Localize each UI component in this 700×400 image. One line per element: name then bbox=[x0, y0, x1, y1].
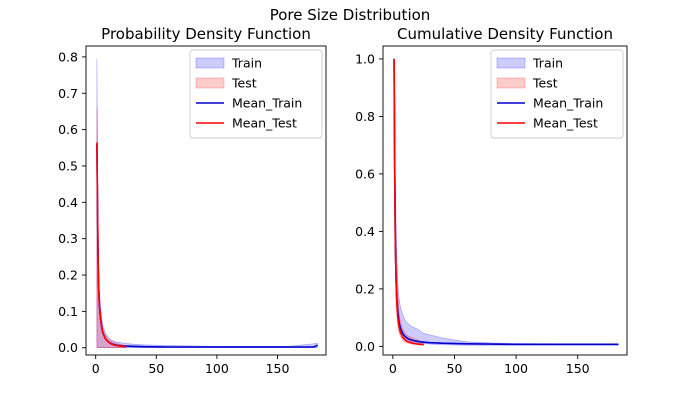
figure-suptitle: Pore Size Distribution bbox=[270, 6, 431, 24]
pdf-title: Probability Density Function bbox=[101, 25, 311, 43]
pdf-xtick-label: 100 bbox=[205, 361, 229, 376]
pdf-ytick-label: 0.2 bbox=[58, 268, 78, 283]
pdf-band-train bbox=[96, 58, 318, 349]
cdf-ytick-label: 0.6 bbox=[355, 166, 375, 181]
pdf-line-mean-train bbox=[96, 144, 318, 348]
pdf-legend-box bbox=[189, 49, 323, 139]
pdf-legend-label-train: Train bbox=[231, 56, 262, 71]
pdf-legend-label-test: Test bbox=[231, 76, 257, 91]
pdf-ytick-label: 0.8 bbox=[58, 49, 78, 64]
pdf-panel: Probability Density Function 0 50 100 150 0.0… bbox=[58, 25, 327, 376]
pdf-ytick-label: 0.0 bbox=[58, 340, 78, 355]
pdf-legend-swatch-test bbox=[195, 77, 225, 89]
cdf-panel: Cumulative Density Function 0 50 100 150 0.0 0… bbox=[355, 25, 628, 376]
cdf-axes-frame bbox=[382, 45, 628, 356]
pdf-legend: Train Test Mean_Train Mean_Test bbox=[189, 49, 323, 139]
pdf-xtick-label: 150 bbox=[266, 361, 290, 376]
cdf-ytick-label: 0.2 bbox=[355, 281, 375, 296]
cdf-legend-label-test: Test bbox=[532, 76, 558, 91]
cdf-legend-label-mean-train: Mean_Train bbox=[533, 96, 603, 111]
cdf-legend-swatch-test bbox=[496, 77, 526, 89]
pdf-ytick-label: 0.5 bbox=[58, 158, 78, 173]
pdf-legend-label-mean-test: Mean_Test bbox=[232, 116, 297, 131]
pdf-legend-label-mean-train: Mean_Train bbox=[232, 96, 302, 111]
cdf-ytick-label: 0.0 bbox=[355, 339, 375, 354]
cdf-legend-label-mean-test: Mean_Test bbox=[533, 116, 598, 131]
cdf-xtick-label: 0 bbox=[389, 361, 397, 376]
cdf-title: Cumulative Density Function bbox=[397, 25, 613, 43]
cdf-ytick-label: 1.0 bbox=[355, 51, 375, 66]
pdf-line-mean-test bbox=[96, 142, 127, 348]
cdf-ytick-label: 0.8 bbox=[355, 109, 375, 124]
cdf-xtick-label: 150 bbox=[566, 361, 590, 376]
cdf-ytick-label: 0.4 bbox=[355, 224, 375, 239]
pdf-axes-frame bbox=[85, 45, 327, 356]
cdf-xtick-label: 50 bbox=[447, 361, 463, 376]
pdf-ytick-label: 0.6 bbox=[58, 122, 78, 137]
cdf-band-test bbox=[393, 58, 424, 346]
pdf-xtick-label: 0 bbox=[92, 361, 100, 376]
pdf-ytick-label: 0.4 bbox=[58, 195, 78, 210]
cdf-legend-swatch-train bbox=[496, 57, 526, 69]
cdf-legend-label-train: Train bbox=[532, 56, 563, 71]
pdf-ytick-label: 0.7 bbox=[58, 86, 78, 101]
cdf-line-mean-test bbox=[393, 58, 424, 346]
cdf-legend: Train Test Mean_Train Mean_Test bbox=[490, 49, 624, 139]
pdf-ytick-label: 0.3 bbox=[58, 231, 78, 246]
pdf-xtick-label: 50 bbox=[148, 361, 164, 376]
cdf-xtick-label: 100 bbox=[504, 361, 528, 376]
pdf-legend-swatch-train bbox=[195, 57, 225, 69]
pdf-ytick-label: 0.1 bbox=[58, 304, 78, 319]
cdf-legend-box bbox=[490, 49, 624, 139]
